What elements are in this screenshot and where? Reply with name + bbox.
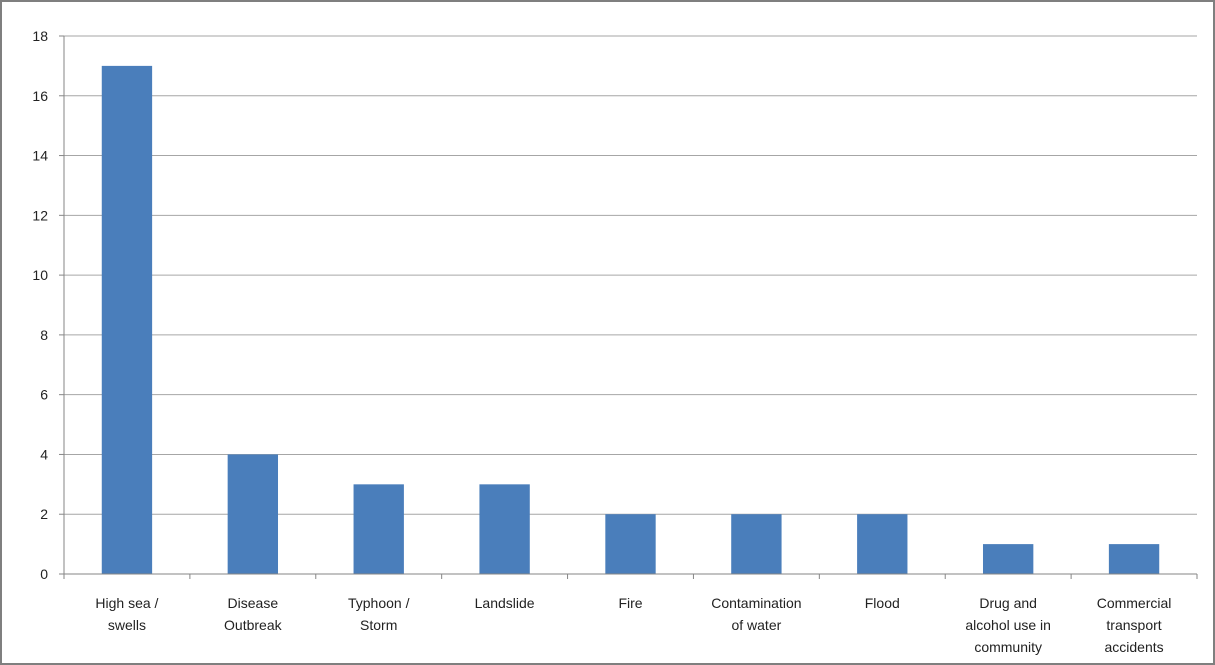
- bar-2: [353, 484, 404, 574]
- y-tick-label: 16: [32, 88, 48, 104]
- x-category-label: Disease Outbreak: [224, 595, 283, 633]
- bar-7: [982, 544, 1034, 574]
- x-category-label: Commercial transport accidents: [1097, 595, 1172, 655]
- x-category-label: High sea / swells: [95, 595, 158, 633]
- bar-0: [101, 65, 153, 574]
- y-tick-label: 8: [40, 327, 48, 343]
- y-tick-label: 14: [32, 148, 48, 164]
- x-category-label-line: Typhoon /: [348, 595, 410, 611]
- x-category-label: Typhoon / Storm: [348, 595, 410, 633]
- x-category-label-line: High sea /: [95, 595, 158, 611]
- x-category-label-line: Flood: [865, 595, 900, 611]
- x-category-label: Contamination of water: [711, 595, 801, 633]
- x-category-label-line: alcohol use in: [965, 617, 1051, 633]
- x-category-label-line: Outbreak: [224, 617, 283, 633]
- x-category-label-line: of water: [731, 617, 781, 633]
- y-tick-labels: 0 2 4 6 8 10 12 14 16 18: [32, 28, 48, 582]
- y-tick-label: 4: [40, 446, 48, 462]
- x-tick-labels: High sea / swells Disease Outbreak Typhoon /…: [95, 595, 1171, 655]
- x-category-label-line: Landslide: [475, 595, 535, 611]
- bar-5: [731, 514, 782, 574]
- x-category-label: Drug and alcohol use in community: [965, 595, 1051, 655]
- bar-6: [857, 514, 908, 574]
- y-tick-label: 10: [32, 267, 48, 283]
- y-tick-label: 6: [40, 387, 48, 403]
- y-tick-label: 2: [40, 506, 48, 522]
- x-category-label: Landslide: [475, 595, 535, 611]
- bar-3: [479, 484, 530, 574]
- x-category-label-line: accidents: [1104, 639, 1163, 655]
- x-category-label-line: Storm: [360, 617, 397, 633]
- x-category-label: Flood: [865, 595, 900, 611]
- axes: [59, 35, 1198, 579]
- x-category-label-line: community: [974, 639, 1042, 655]
- gridlines: [64, 35, 1197, 515]
- bar-8: [1108, 544, 1160, 574]
- bars: [101, 65, 1160, 574]
- bar-4: [605, 514, 656, 574]
- y-tick-label: 0: [40, 566, 48, 582]
- y-tick-label: 12: [32, 207, 48, 223]
- x-category-label-line: Commercial: [1097, 595, 1172, 611]
- y-tick-label: 18: [32, 28, 48, 44]
- x-category-label-line: Drug and: [979, 595, 1037, 611]
- x-category-label: Fire: [618, 595, 642, 611]
- x-category-label-line: Disease: [228, 595, 279, 611]
- x-category-label-line: transport: [1106, 617, 1161, 633]
- x-category-label-line: swells: [108, 617, 146, 633]
- x-category-label-line: Contamination: [711, 595, 801, 611]
- x-category-label-line: Fire: [618, 595, 642, 611]
- bar-1: [227, 454, 279, 574]
